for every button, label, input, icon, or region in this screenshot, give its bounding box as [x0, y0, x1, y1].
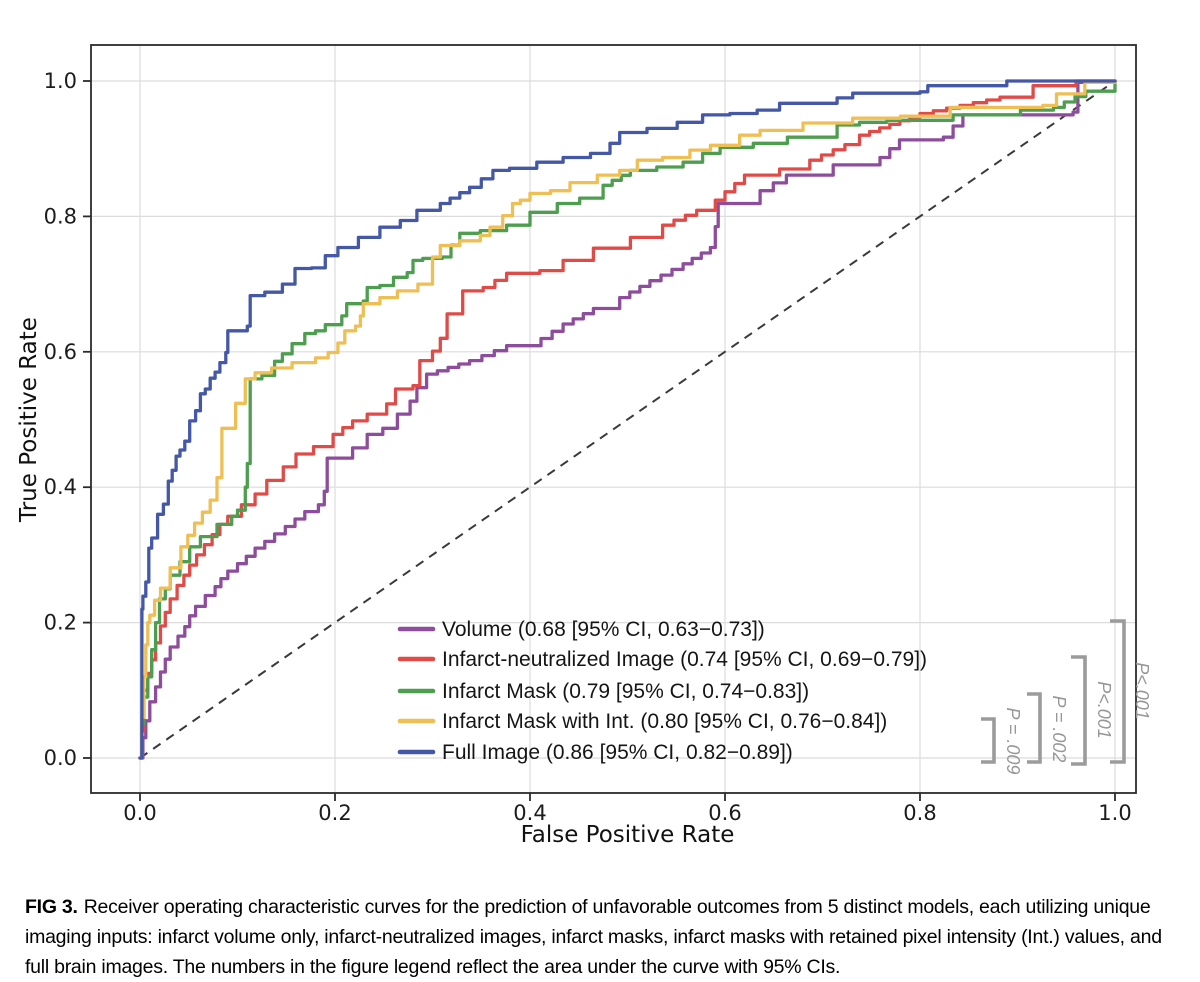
legend-label-infarct-mask-with-int-: Infarct Mask with Int. (0.80 [95% CI, 0.… [442, 710, 887, 733]
x-tick-label: 0.8 [903, 801, 936, 825]
x-tick-label: 0.4 [513, 801, 546, 825]
roc-curve-full-image [138, 79, 1117, 760]
roc-curve-infarct-mask [138, 79, 1117, 760]
p-bracket [1071, 655, 1087, 766]
plot-border [90, 44, 1137, 794]
x-axis-label: False Positive Rate [521, 822, 735, 848]
y-tick-label: 0.2 [44, 611, 77, 635]
roc-curve-volume [138, 79, 1117, 760]
x-tick-label: 1.0 [1098, 801, 1131, 825]
p-value-label: P = .009 [1003, 708, 1023, 775]
p-value-label: P = .002 [1049, 696, 1069, 763]
x-tick-label: 0.0 [123, 801, 156, 825]
y-tick-label: 1.0 [44, 69, 77, 93]
p-value-label: P<.001 [1094, 681, 1114, 739]
legend-label-full-image: Full Image (0.86 [95% CI, 0.82−0.89]) [442, 741, 793, 764]
roc-curve-infarct-mask-with-int- [138, 79, 1117, 760]
roc-chart: 0.0 0.0 0.2 0.2 0.4 0.4 0.6 0.6 0.8 0.8 1.0 1.0 Fals… [16, 44, 1152, 848]
caption-label: FIG 3. [25, 895, 78, 918]
y-tick-label: 0.0 [44, 746, 77, 770]
legend-label-volume: Volume (0.68 [95% CI, 0.63−0.73]) [442, 618, 765, 641]
y-axis-label: True Positive Rate [16, 317, 42, 523]
caption-text: Receiver operating characteristic curves… [25, 895, 1162, 978]
p-bracket [981, 717, 996, 764]
p-bracket [1110, 619, 1126, 764]
p-bracket [1027, 692, 1042, 764]
y-tick-label: 0.8 [44, 204, 77, 228]
x-tick-label: 0.2 [318, 801, 351, 825]
legend-label-infarct-neutralized-image: Infarct-neutralized Image (0.74 [95% CI,… [442, 648, 927, 671]
p-value-label: P<.001 [1132, 662, 1152, 720]
legend-label-infarct-mask: Infarct Mask (0.79 [95% CI, 0.74−0.83]) [442, 680, 809, 703]
figure-caption: FIG 3. Receiver operating characteristic … [25, 892, 1183, 982]
figure: 0.0 0.0 0.2 0.2 0.4 0.4 0.6 0.6 0.8 0.8 1.0 1.0 Fals… [16, 44, 1163, 978]
y-tick-label: 0.4 [44, 475, 77, 499]
roc-curve-infarct-neutralized-image [138, 79, 1117, 760]
chance-diagonal-line [139, 80, 1116, 759]
x-tick-label: 0.6 [708, 801, 741, 825]
y-tick-label: 0.6 [44, 340, 77, 364]
